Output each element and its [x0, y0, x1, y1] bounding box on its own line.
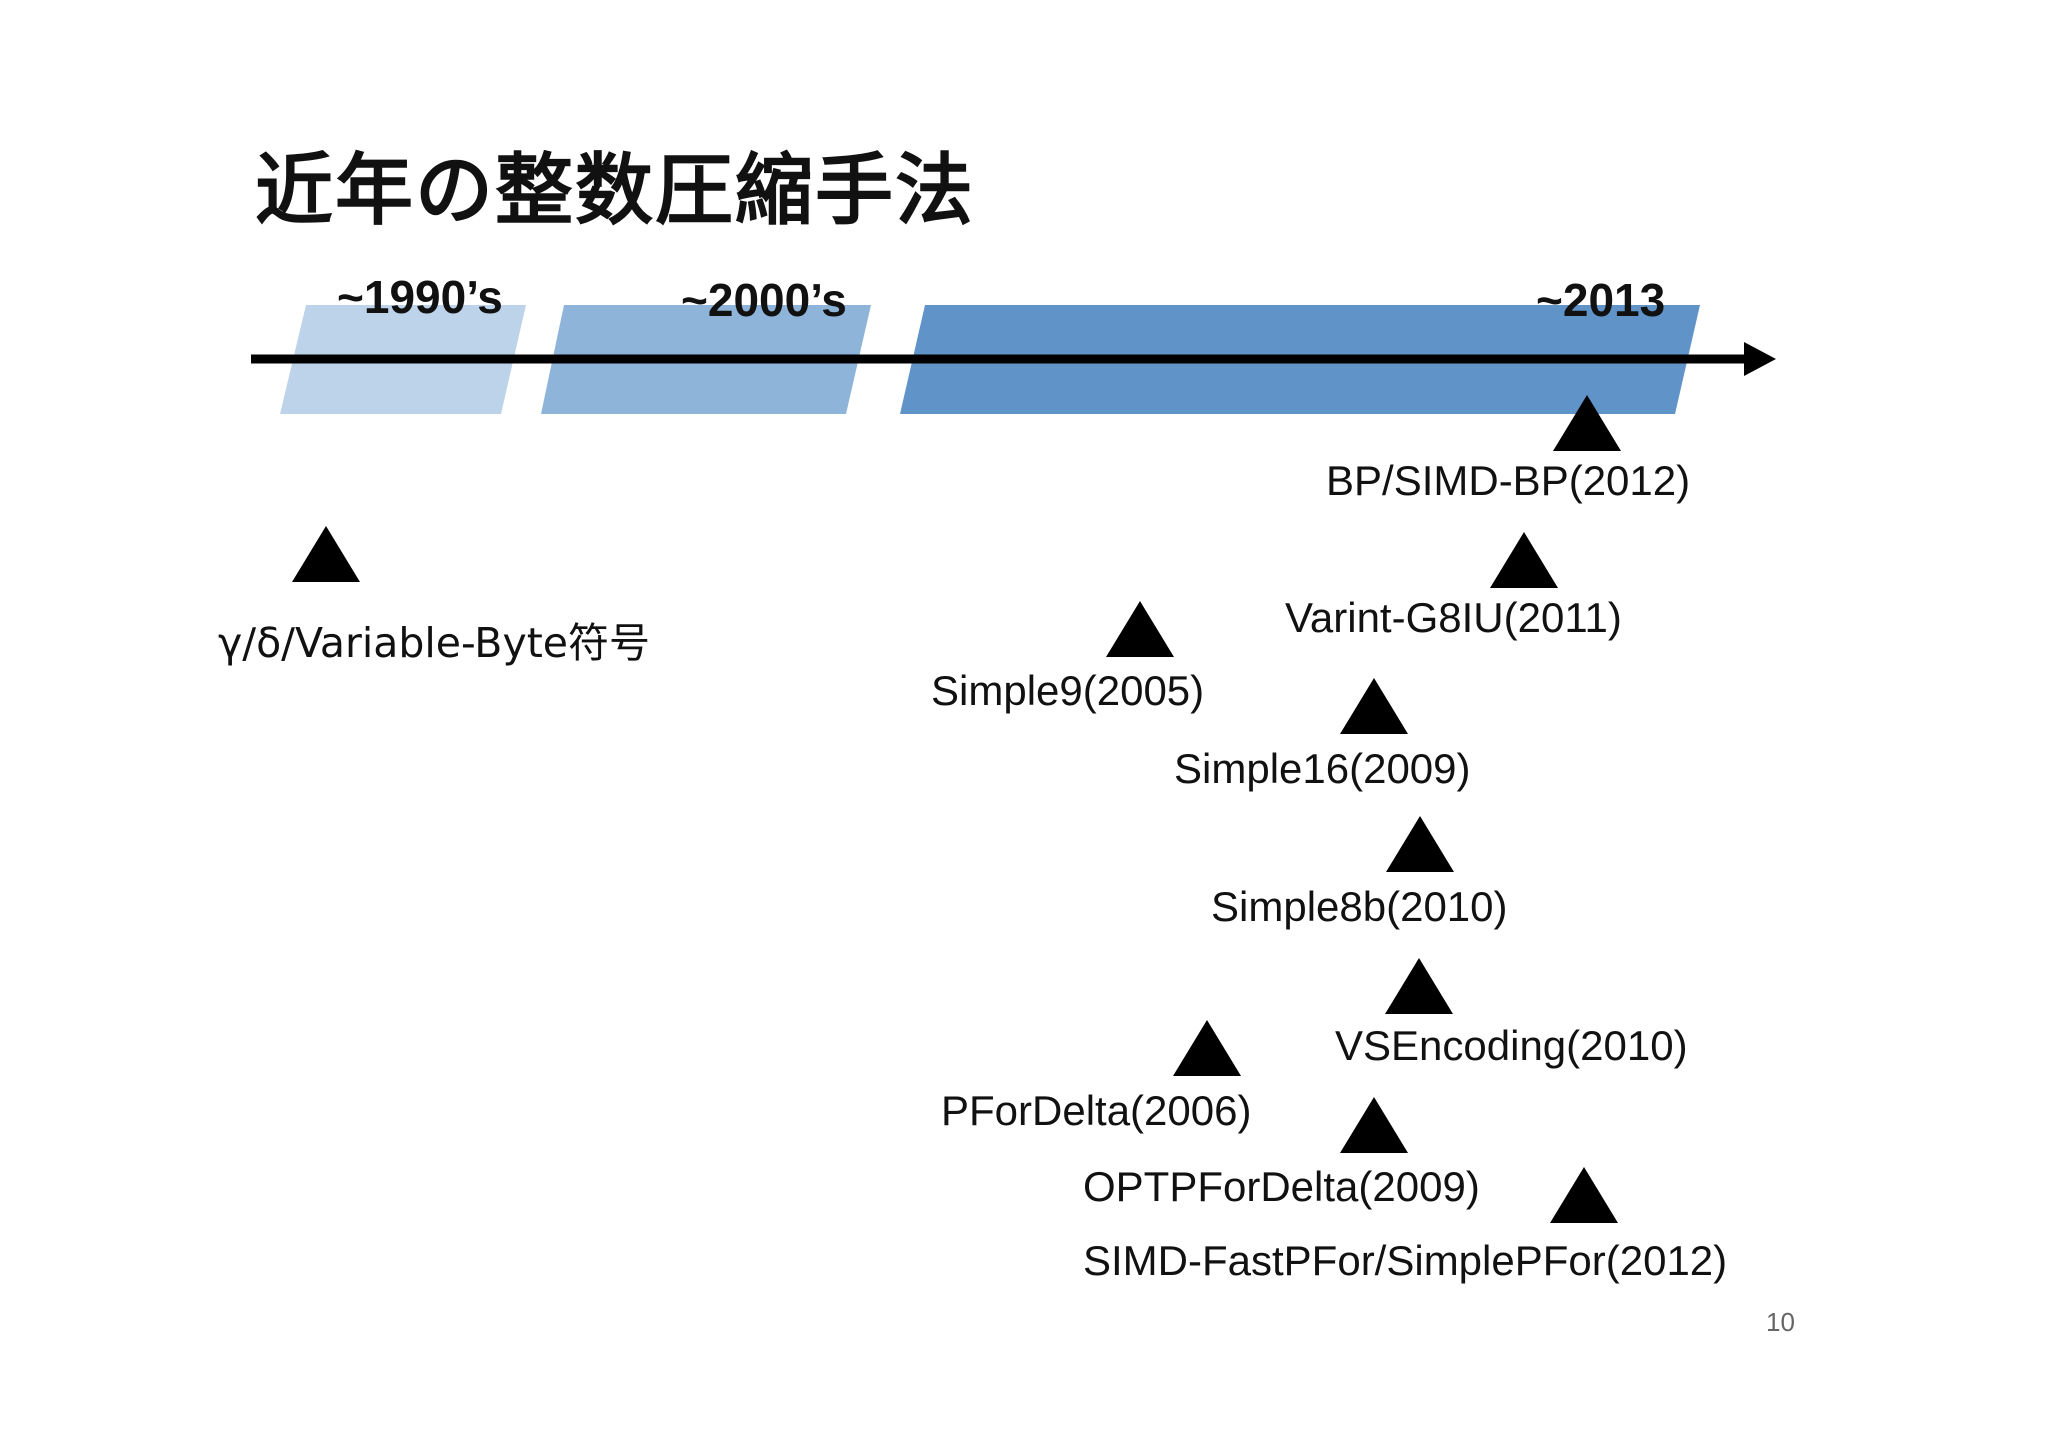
method-pfordelta: PForDelta(2006) — [941, 1087, 1252, 1134]
method-varint-g8iu: Varint-G8IU(2011) — [1285, 594, 1622, 641]
method-variable-byte: γ/δ/Variable-Byte符号 — [218, 619, 651, 667]
marker-simd-fastpfor — [1550, 1167, 1618, 1223]
method-simple9: Simple9(2005) — [931, 667, 1205, 714]
era-label-2000s: ~2000’s — [681, 274, 847, 326]
method-optpfordelta: OPTPForDelta(2009) — [1083, 1163, 1480, 1210]
method-simple16: Simple16(2009) — [1174, 745, 1471, 792]
marker-simple9 — [1106, 601, 1174, 657]
marker-varint-g8iu — [1490, 532, 1558, 588]
marker-optpfordelta — [1340, 1097, 1408, 1153]
marker-pfordelta — [1173, 1020, 1241, 1076]
era-label-1990s: ~1990’s — [337, 271, 503, 323]
marker-simple16 — [1340, 678, 1408, 734]
marker-variable-byte — [292, 526, 360, 582]
method-vsencoding: VSEncoding(2010) — [1335, 1022, 1688, 1069]
era-label-2013: ~2013 — [1536, 274, 1666, 326]
method-bp-simd-bp: BP/SIMD-BP(2012) — [1326, 457, 1691, 504]
marker-vsencoding — [1385, 958, 1453, 1014]
timeline-arrowhead — [1744, 342, 1776, 376]
slide-title: 近年の整数圧縮手法 — [255, 146, 976, 236]
page-number: 10 — [1766, 1307, 1795, 1337]
method-simple8b: Simple8b(2010) — [1211, 883, 1508, 930]
marker-bp-simd-bp — [1553, 395, 1621, 451]
method-simd-fastpfor: SIMD-FastPFor/SimplePFor(2012) — [1083, 1237, 1728, 1284]
marker-simple8b — [1386, 816, 1454, 872]
